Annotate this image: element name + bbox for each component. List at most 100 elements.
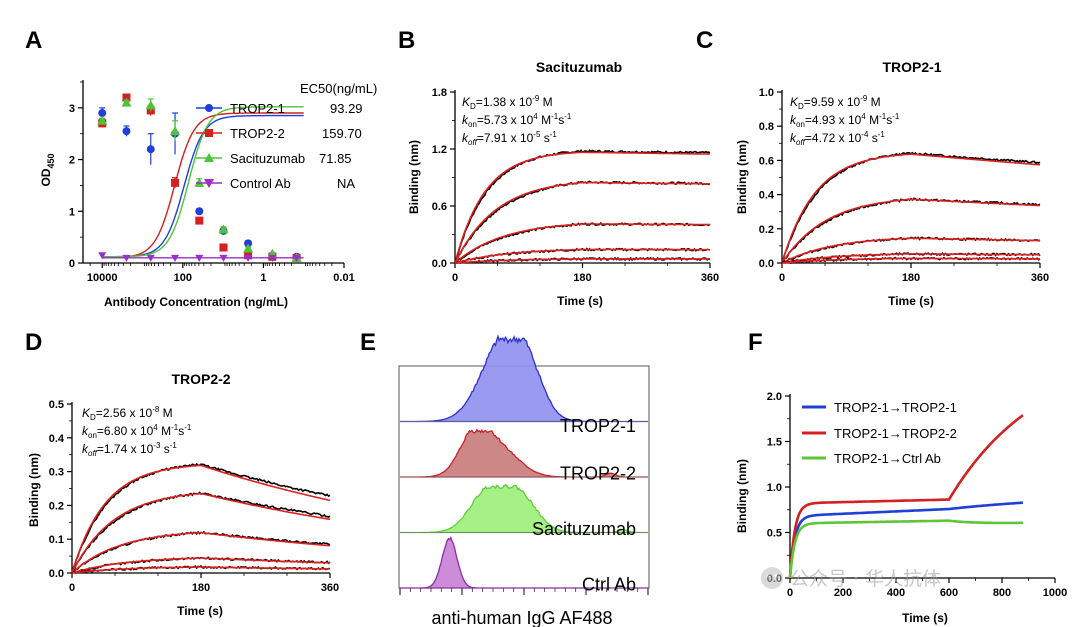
fit-trace-line — [71, 464, 331, 574]
raw-trace-line — [454, 180, 711, 264]
y-tick-label: 0.5 — [49, 399, 64, 411]
wechat-logo-eye-right — [774, 574, 778, 578]
sensorgram-trace — [71, 556, 331, 574]
legend-label-control-ab: Control Ab — [230, 176, 291, 191]
data-point — [146, 145, 155, 154]
y-tick-label: 2.0 — [767, 391, 782, 403]
watermark-text: 公众号 · 华人抗体 — [790, 568, 941, 590]
y-tick-label: 0.2 — [759, 224, 774, 236]
data-point — [122, 254, 131, 262]
x-tick-label: 0 — [452, 272, 458, 284]
panel-f-x-axis-title: Time (s) — [902, 611, 948, 625]
sensorgram-trace — [781, 236, 1041, 264]
x-tick-label: 0 — [787, 587, 793, 599]
data-point — [195, 207, 204, 216]
panel-c-kinetics-annotation: KD=9.59 x 10-9 M kon=4.93 x 104 M-1s-1 k… — [790, 94, 900, 147]
histogram-area — [400, 334, 648, 423]
histogram-label: Ctrl Ab — [582, 575, 636, 595]
x-tick-label: 1000 — [1043, 587, 1067, 599]
panel-b-x-axis-title: Time (s) — [557, 294, 603, 308]
y-tick-label: 0.0 — [432, 258, 447, 270]
fit-trace-line — [781, 198, 1040, 264]
wechat-logo-eye-left — [766, 574, 770, 578]
x-tick-label: 0 — [779, 272, 785, 284]
legend-item-sacituzumab: Sacituzumab 71.85 — [196, 151, 352, 166]
panel-c-kd-text: KD=9.59 x 10-9 M — [790, 94, 881, 111]
x-tick-label: 360 — [1031, 272, 1049, 284]
panel-c-axes: 0.0 0.2 0.4 0.6 0.8 1.0 0 180 360 — [759, 87, 1049, 284]
data-point — [122, 127, 131, 136]
panel-b-axes: 0.0 0.6 1.2 1.8 0 180 360 — [432, 87, 719, 284]
y-tick-label: 0.6 — [759, 155, 774, 167]
panel-e: E TROP2-1 TROP2-2 Sacituzumab Ctrl Ab anti-… — [360, 329, 650, 627]
sensorgram-trace — [454, 247, 711, 264]
fit-trace-line — [71, 492, 331, 574]
panel-label-a: A — [25, 27, 42, 54]
data-point — [98, 109, 107, 118]
raw-trace-line — [454, 221, 711, 264]
legend-ec50-trop2-1: 93.29 — [330, 101, 363, 116]
legend-label-trop2-1: TROP2-1 — [230, 101, 285, 116]
panel-a-x-axis-title: Antibody Concentration (ng/mL) — [104, 295, 288, 309]
raw-trace-line — [781, 197, 1041, 264]
panel-a-y-axis-subscript: 450 — [46, 153, 56, 168]
histogram-ctrl-ab: Ctrl Ab — [400, 536, 648, 595]
panel-b-kd-text: KD=1.38 x 10-9 M — [462, 94, 553, 111]
panel-e-axis-ticks — [399, 588, 649, 595]
sensorgram-trace — [71, 564, 331, 574]
raw-trace-line — [71, 462, 331, 574]
legend-marker-triangle-icon — [204, 153, 214, 162]
data-point — [171, 254, 180, 262]
x-tick-label: 100 — [174, 272, 192, 284]
histogram-label: Sacituzumab — [532, 519, 636, 539]
data-point — [121, 97, 132, 107]
panel-f-legend: TROP2-1→TROP2-1 TROP2-1→TROP2-2 TROP2-1→… — [802, 400, 957, 466]
y-tick-label: 2 — [69, 155, 75, 167]
data-point — [244, 254, 253, 262]
x-tick-label: 800 — [993, 587, 1011, 599]
panel-c-marks — [781, 151, 1041, 264]
x-tick-label: 600 — [940, 587, 958, 599]
data-point — [292, 254, 301, 262]
data-point — [195, 216, 204, 225]
panel-d-kinetics-annotation: KD=2.56 x 10-8 M kon=6.80 x 104 M-1s-1 k… — [82, 405, 192, 458]
panel-c-y-axis-title: Binding (nm) — [735, 140, 749, 214]
data-point — [244, 239, 253, 248]
y-tick-label: 0.3 — [49, 467, 64, 479]
fit-trace-line — [454, 258, 710, 264]
sensorgram-trace — [71, 491, 331, 574]
panel-label-f: F — [748, 329, 763, 356]
data-point — [268, 254, 277, 262]
raw-trace-line — [781, 151, 1041, 263]
panel-c-title: TROP2-1 — [882, 59, 941, 75]
histogram-area — [400, 428, 648, 478]
legend-ec50-trop2-2: 159.70 — [322, 126, 362, 141]
series-control-ab — [98, 252, 304, 262]
panel-f-y-axis-title: Binding (nm) — [735, 459, 749, 533]
x-tick-label: 360 — [701, 272, 719, 284]
fit-trace-line — [781, 237, 1040, 264]
panel-d-title: TROP2-2 — [171, 371, 230, 387]
legend-header-ec50: EC50(ng/mL) — [300, 81, 377, 96]
x-tick-label: 10000 — [87, 272, 118, 284]
panel-d-kd-text: KD=2.56 x 10-8 M — [82, 405, 173, 422]
y-tick-label: 0.5 — [767, 528, 782, 540]
wechat-logo-icon — [761, 567, 783, 589]
y-tick-label: 1.8 — [432, 87, 447, 99]
histogram-sacituzumab: Sacituzumab — [400, 483, 648, 539]
panel-c-koff-text: koff=4.72 x 10-4 s-1 — [790, 130, 885, 147]
x-tick-label: 180 — [192, 582, 210, 594]
panel-b-title: Sacituzumab — [536, 59, 622, 75]
x-tick-label: 180 — [573, 272, 591, 284]
sensorgram-trace — [71, 530, 331, 574]
legend-label-trop2-2: TROP2-2 — [230, 126, 285, 141]
fit-trace-line — [454, 248, 710, 264]
y-tick-label: 0 — [69, 258, 75, 270]
y-tick-label: 0.2 — [49, 500, 64, 512]
panel-d-axes: 0.0 0.1 0.2 0.3 0.4 0.5 0 180 360 — [49, 399, 339, 594]
sensorgram-trace — [781, 256, 1041, 264]
data-point — [146, 254, 155, 262]
